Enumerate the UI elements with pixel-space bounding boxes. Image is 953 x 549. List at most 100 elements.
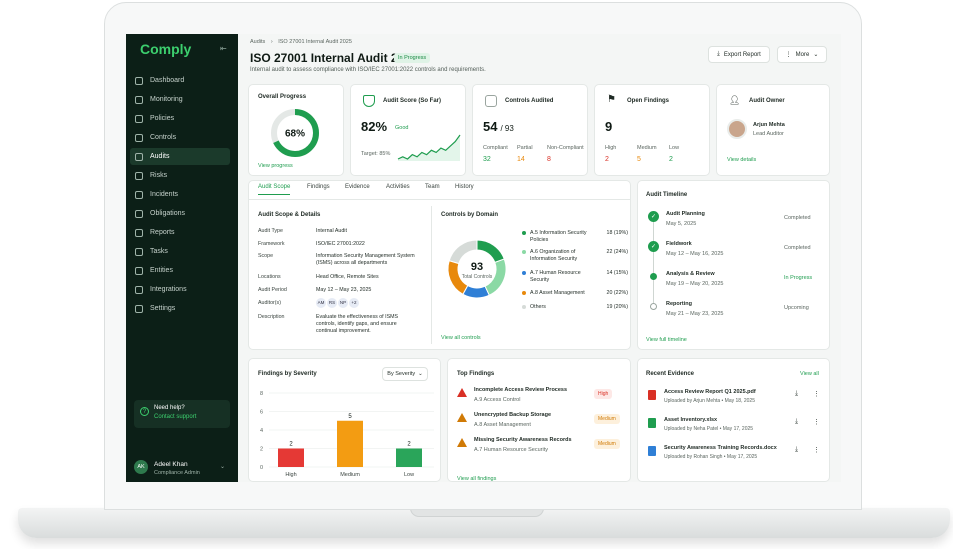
view-all-evidence-link[interactable]: View all [800, 371, 819, 377]
download-icon[interactable]: ⤓ [795, 418, 799, 425]
legend-swatch [522, 231, 526, 235]
donut-slice[interactable] [462, 284, 490, 299]
tab-team[interactable]: Team [425, 184, 440, 190]
evidence-name[interactable]: Security Awareness Training Records.docx [664, 445, 777, 451]
sidebar-item-entities[interactable]: Entities [130, 262, 230, 279]
contact-support-link[interactable]: Contact support [154, 414, 197, 420]
warning-icon [457, 413, 467, 422]
evidence-name[interactable]: Access Review Report Q1 2025.pdf [664, 389, 756, 395]
progress-value: 68% [285, 129, 305, 140]
tab-audit-scope[interactable]: Audit Scope [258, 184, 291, 195]
finding-control: A.9 Access Control [474, 397, 521, 403]
breadcrumb: Audits › ISO 27001 Internal Audit 2025 [250, 39, 352, 45]
user-menu[interactable]: AK Adeel Khan Compliance Admin ⌄ [134, 458, 234, 480]
view-all-findings-link[interactable]: View all findings [457, 476, 497, 482]
breakdown-label: Medium [637, 145, 657, 151]
owner-name: Arjun Mehta [753, 122, 785, 128]
sidebar-item-tasks[interactable]: Tasks [130, 243, 230, 260]
scope-value: Evaluate the effectiveness of ISMS contr… [316, 314, 399, 334]
sidebar-item-settings[interactable]: Settings [130, 300, 230, 317]
findings-value: 9 [605, 119, 613, 134]
severity-badge: Medium [594, 414, 620, 424]
app-screen: Comply ⇤ Dashboard Monitoring Policies Cont… [126, 34, 841, 482]
kebab-icon[interactable]: ⋮ [813, 391, 820, 398]
tab-history[interactable]: History [455, 184, 474, 190]
y-tick-label: 0 [260, 465, 263, 471]
chevron-down-icon[interactable]: ⌄ [220, 464, 226, 470]
y-tick-label: 4 [260, 428, 263, 434]
sidebar-item-reports[interactable]: Reports [130, 224, 230, 241]
audits-icon [135, 152, 143, 161]
help-box: ? Need help? Contact support [134, 400, 230, 428]
sidebar-item-label: Monitoring [150, 96, 183, 103]
settings-icon [135, 304, 143, 313]
kebab-icon[interactable]: ⋮ [813, 419, 820, 426]
sidebar-item-controls[interactable]: Controls [130, 129, 230, 146]
tab-evidence[interactable]: Evidence [345, 184, 370, 190]
sidebar-item-obligations[interactable]: Obligations [130, 205, 230, 222]
breakdown-value: 5 [637, 156, 641, 163]
tabs-divider [248, 199, 631, 200]
sidebar-item-monitoring[interactable]: Monitoring [130, 91, 230, 108]
chevron-down-icon: ⌄ [813, 52, 819, 58]
collapse-sidebar-icon[interactable]: ⇤ [220, 44, 227, 53]
legend-value: 20 (22%) [606, 290, 629, 296]
finding-title[interactable]: Missing Security Awareness Records [474, 437, 572, 443]
tab-findings[interactable]: Findings [307, 184, 330, 190]
bar-value-label: 2 [407, 442, 411, 448]
download-icon[interactable]: ⤓ [795, 446, 799, 453]
sidebar-item-label: Controls [150, 134, 177, 141]
sidebar-item-policies[interactable]: Policies [130, 110, 230, 127]
scope-key: Audit Period [258, 287, 287, 293]
sidebar-item-label: Settings [150, 305, 176, 312]
warning-icon [457, 438, 467, 447]
domains-title: Controls by Domain [441, 212, 499, 218]
finding-title[interactable]: Unencrypted Backup Storage [474, 412, 552, 418]
legend-swatch [522, 305, 526, 309]
view-progress-link[interactable]: View progress [258, 163, 293, 169]
view-details-link[interactable]: View details [727, 157, 757, 163]
domains-donut-chart: 93 Total Controls [447, 239, 507, 299]
user-role: Compliance Admin [154, 470, 200, 476]
sidebar-item-integrations[interactable]: Integrations [130, 281, 230, 298]
export-report-button[interactable]: ⤓ Export Report [708, 46, 770, 63]
scope-key: Framework [258, 241, 285, 247]
y-tick-label: 2 [260, 447, 263, 453]
view-full-timeline-link[interactable]: View full timeline [646, 337, 687, 343]
view-all-controls-link[interactable]: View all controls [441, 335, 481, 341]
scope-value: ISO/IEC 27001:2022 [316, 241, 365, 247]
tab-activities[interactable]: Activities [386, 184, 410, 190]
donut-slice[interactable] [484, 258, 507, 296]
policies-icon [135, 114, 143, 123]
audit-score-card: Audit Score (So Far) 82% Good Target: 85… [350, 84, 466, 176]
donut-slice[interactable] [476, 239, 505, 264]
evidence-name[interactable]: Asset Inventory.xlsx [664, 417, 718, 423]
finding-title[interactable]: Incomplete Access Review Process [474, 387, 568, 393]
severity-title: Findings by Severity [258, 371, 317, 377]
scope-value: Information Security Management System (… [316, 253, 415, 266]
donut-slice[interactable] [447, 260, 469, 296]
bar-medium[interactable] [337, 420, 363, 467]
kebab-icon[interactable]: ⋮ [813, 447, 820, 454]
more-button[interactable]: ⋮ More ⌄ [777, 46, 827, 63]
app-logo[interactable]: Comply [140, 41, 192, 57]
sidebar-item-incidents[interactable]: Incidents [130, 186, 230, 203]
sidebar-item-dashboard[interactable]: Dashboard [130, 72, 230, 89]
sidebar-item-label: Risks [150, 172, 168, 179]
breadcrumb-audits[interactable]: Audits [250, 39, 266, 45]
bar-low[interactable] [396, 448, 422, 468]
download-icon[interactable]: ⤓ [795, 390, 799, 397]
controls-icon [135, 133, 143, 142]
sidebar: Comply ⇤ Dashboard Monitoring Policies Cont… [126, 34, 238, 482]
sidebar-item-risks[interactable]: Risks [130, 167, 230, 184]
severity-badge: High [594, 389, 613, 399]
progress-ring: 68% [271, 109, 319, 157]
bar-high[interactable] [278, 448, 304, 468]
sidebar-nav: Dashboard Monitoring Policies Controls Audit… [130, 72, 230, 319]
status-dot-icon [650, 273, 657, 280]
auditor-avatars[interactable]: AM RS NP +2 [316, 298, 360, 308]
donut-total-label: Total Controls [462, 274, 493, 280]
sidebar-item-audits[interactable]: Audits [130, 148, 230, 165]
severity-filter-dropdown[interactable]: By Severity ⌄ [382, 367, 428, 381]
panel-divider [431, 206, 432, 344]
